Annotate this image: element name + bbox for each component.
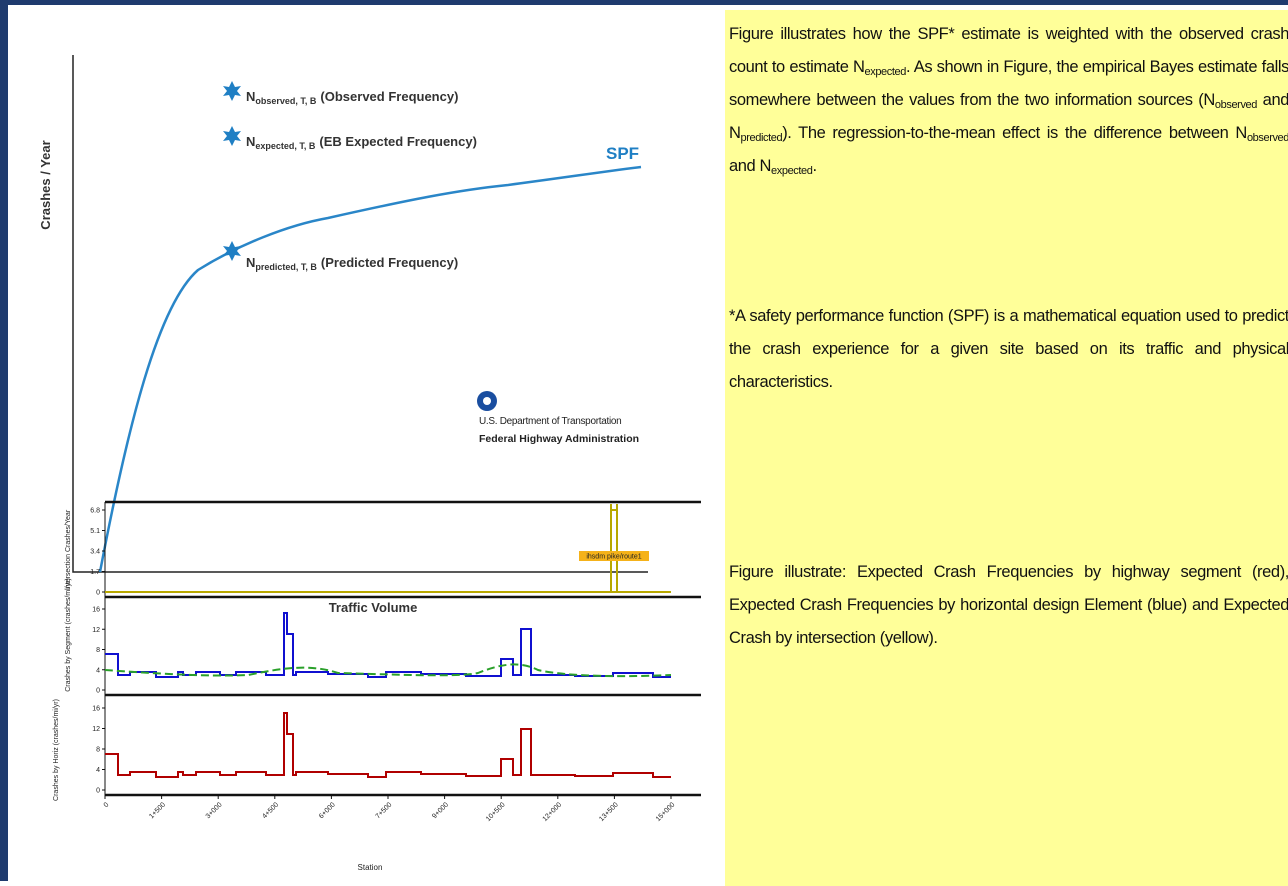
x-tick-label: 4+500 <box>261 801 280 820</box>
y-tick-label: 4 <box>96 767 100 774</box>
subscript: expected <box>864 66 907 78</box>
text-run: ). The regression-to-the-mean effect is … <box>782 124 1247 142</box>
subscript: observed, T, B <box>255 96 317 106</box>
subscript: observed <box>1246 132 1288 144</box>
text-run: and N <box>729 157 772 175</box>
y-tick-label: 5.1 <box>90 528 100 535</box>
star <box>223 241 241 261</box>
symbol: N <box>246 89 255 104</box>
smoothed-line <box>104 663 672 678</box>
spf-curve <box>98 165 642 573</box>
text-run: *A safety performance function (SPF) is … <box>729 307 1288 391</box>
label: (Predicted Frequency) <box>321 255 458 270</box>
y-tick-label: 3.4 <box>90 549 100 556</box>
horizontal-element-line <box>105 612 671 678</box>
note-panel: Figure illustrates how the SPF* estimate… <box>725 10 1288 886</box>
x-tick-label: 13+500 <box>598 801 620 823</box>
text-run: . As shown in Figure, the empirical Baye… <box>729 58 1288 109</box>
y-axis-title: Crashes by Horiz (crashes/mi/yr) <box>53 699 60 801</box>
subscript: predicted <box>740 132 783 144</box>
axes <box>72 55 648 573</box>
point-label: Npredicted, T, B (Predicted Frequency) <box>246 255 458 272</box>
label: (EB Expected Frequency) <box>319 134 477 149</box>
y-tick-label: 0 <box>96 788 100 795</box>
crash-figure: ihsdm pike/route1 Station 0 1+500 3+000 4+5… <box>53 500 701 872</box>
x-tick-label: 15+000 <box>655 801 677 823</box>
dot-logo <box>483 397 491 405</box>
annotation: ihsdm pike/route1 <box>586 554 641 561</box>
star <box>223 126 241 146</box>
y-tick-label: 8 <box>96 747 100 754</box>
subscript: predicted, T, B <box>255 262 317 272</box>
y-axis-title: Intersection Crashes/Year <box>65 509 72 590</box>
y-tick-label: 1.7 <box>90 569 100 576</box>
point-label: Nexpected, T, B (EB Expected Frequency) <box>246 134 477 151</box>
x-tick-label: 1+500 <box>148 801 167 820</box>
paragraph: Figure illustrates how the SPF* estimate… <box>729 18 1288 183</box>
y-axis-title: Crashes by Segment (crashes/mi/yr) <box>65 578 72 692</box>
y-axis-title: Crashes / Year <box>38 140 53 229</box>
star <box>223 81 241 101</box>
x-tick-label: 6+000 <box>318 801 337 820</box>
paragraph: *A safety performance function (SPF) is … <box>729 300 1288 399</box>
y-tick-label: 0 <box>96 590 100 597</box>
y-tick-label: 12 <box>92 627 100 634</box>
text-run: Figure illustrate: Expected Crash Freque… <box>729 563 1288 647</box>
logo-text: Federal Highway Administration <box>479 433 639 445</box>
y-tick-label: 6.8 <box>90 508 100 515</box>
label: (Observed Frequency) <box>320 89 458 104</box>
text-run: Figure illustrates how the SPF* estimate… <box>729 25 1288 76</box>
logo-text: U.S. Department of Transportation <box>479 416 621 427</box>
y-tick-label: 16 <box>92 607 100 614</box>
y-tick-label: 16 <box>92 706 100 713</box>
subscript: expected, T, B <box>255 141 316 151</box>
x-axis-title: Station <box>358 863 383 872</box>
x-tick-label: 0 <box>103 801 111 809</box>
spf-figure: Crashes / Year Traffic Volume SPF Nobser… <box>38 55 648 615</box>
y-tick-label: 12 <box>92 726 100 733</box>
symbol: N <box>246 255 255 270</box>
x-tick-label: 7+500 <box>375 801 394 820</box>
text-run: . <box>812 157 817 175</box>
subscript: observed <box>1214 99 1257 111</box>
paragraph: Figure illustrate: Expected Crash Freque… <box>729 556 1288 655</box>
subscript: expected <box>771 165 813 177</box>
x-tick-label: 3+000 <box>205 801 224 820</box>
x-tick-label: 10+500 <box>485 801 507 823</box>
text-run: and N <box>729 91 1288 142</box>
y-tick-label: 0 <box>96 688 100 695</box>
figures: Crashes / Year Traffic Volume SPF Nobser… <box>38 55 701 872</box>
symbol: N <box>246 134 255 149</box>
panel-frames <box>104 500 701 797</box>
segment-line <box>105 712 671 778</box>
y-tick-label: 4 <box>96 667 100 674</box>
point-label: Nobserved, T, B (Observed Frequency) <box>246 89 458 106</box>
y-tick-label: 8 <box>96 647 100 654</box>
curve-label: SPF <box>606 144 639 163</box>
x-axis-title: Traffic Volume <box>329 600 418 615</box>
x-tick-label: 9+000 <box>431 801 450 820</box>
annotation-box <box>579 551 649 561</box>
x-tick-label: 12+000 <box>542 801 564 823</box>
intersection-spike <box>610 504 618 511</box>
